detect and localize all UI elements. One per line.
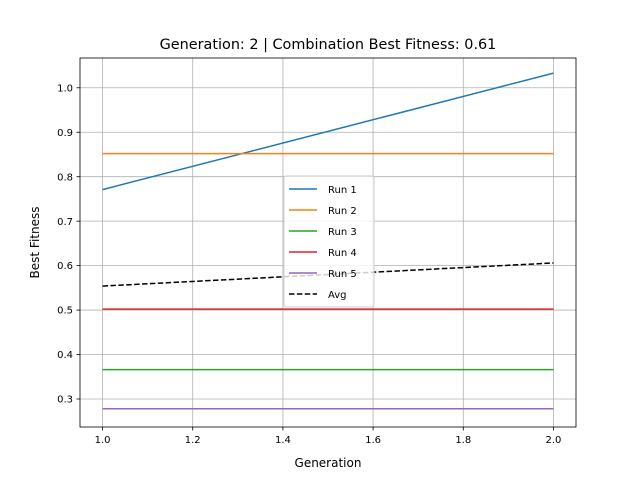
legend-label: Run 1 xyxy=(328,185,357,196)
legend-box xyxy=(283,175,375,308)
legend-label: Run 4 xyxy=(328,248,357,259)
y-axis-label: Best Fitness xyxy=(28,207,42,279)
y-tick-label: 0.8 xyxy=(57,172,73,183)
y-tick-label: 0.7 xyxy=(57,217,73,228)
legend-label: Avg xyxy=(328,290,347,301)
series-line-run-1 xyxy=(102,72,554,191)
plot-frame xyxy=(79,57,577,428)
y-tick-label: 0.9 xyxy=(57,128,73,139)
y-tick-label: 0.5 xyxy=(57,306,73,317)
y-tick-label: 1.0 xyxy=(57,83,73,94)
y-tick-label: 0.6 xyxy=(57,261,73,272)
y-axis-ticks: 0.3 0.4 0.5 0.6 0.7 0.8 0.9 1.0 xyxy=(57,83,80,406)
chart-title: Generation: 2 | Combination Best Fitness… xyxy=(160,37,497,53)
x-tick-label: 1.0 xyxy=(95,435,111,446)
x-axis-ticks: 1.0 1.2 1.4 1.6 1.8 2.0 xyxy=(95,427,562,446)
x-tick-label: 1.2 xyxy=(185,435,201,446)
legend: Run 1 Run 2 Run 3 Run 4 Run 5 Avg xyxy=(283,175,375,308)
y-tick-label: 0.4 xyxy=(57,350,73,361)
x-tick-label: 1.6 xyxy=(365,435,381,446)
x-tick-label: 1.4 xyxy=(275,435,291,446)
x-tick-label: 1.8 xyxy=(455,435,471,446)
x-axis-label: Generation xyxy=(295,456,362,470)
x-tick-label: 2.0 xyxy=(546,435,562,446)
legend-label: Run 2 xyxy=(328,206,357,217)
y-tick-label: 0.3 xyxy=(57,395,73,406)
legend-label: Run 3 xyxy=(328,227,357,238)
grid xyxy=(80,58,576,427)
legend-label: Run 5 xyxy=(328,269,357,280)
